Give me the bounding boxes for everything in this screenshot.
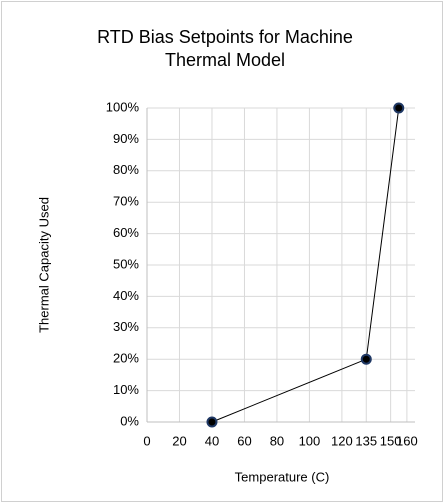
x-axis-label: Temperature (C) xyxy=(235,469,330,484)
x-tick-label: 135 xyxy=(355,433,377,448)
y-tick-label: 40% xyxy=(113,288,139,303)
y-tick-label: 80% xyxy=(113,162,139,177)
point xyxy=(393,102,405,114)
x-tick-label: 0 xyxy=(143,433,150,448)
y-tick-label: 100% xyxy=(106,99,140,114)
x-tick-label: 80 xyxy=(270,433,284,448)
y-tick-label: 90% xyxy=(113,131,139,146)
x-tick-label: 150 xyxy=(380,433,402,448)
x-tick-label: 100 xyxy=(299,433,321,448)
y-tick-label: 0% xyxy=(120,413,139,428)
chart-title: RTD Bias Setpoints for Machine Thermal M… xyxy=(97,27,353,70)
y-tick-label: 50% xyxy=(113,256,139,271)
x-tick-label: 60 xyxy=(237,433,251,448)
x-tick-label: 20 xyxy=(172,433,186,448)
y-tick-label: 10% xyxy=(113,382,139,397)
y-tick-label: 60% xyxy=(113,225,139,240)
y-axis-label: Thermal Capacity Used xyxy=(36,197,51,333)
point xyxy=(360,353,372,365)
y-tick-label: 20% xyxy=(113,351,139,366)
y-tick-label: 30% xyxy=(113,319,139,334)
x-tick-label: 120 xyxy=(331,433,353,448)
x-tick-label: 160 xyxy=(396,433,418,448)
y-tick-label: 70% xyxy=(113,194,139,209)
point xyxy=(206,416,218,428)
x-tick-label: 40 xyxy=(205,433,219,448)
